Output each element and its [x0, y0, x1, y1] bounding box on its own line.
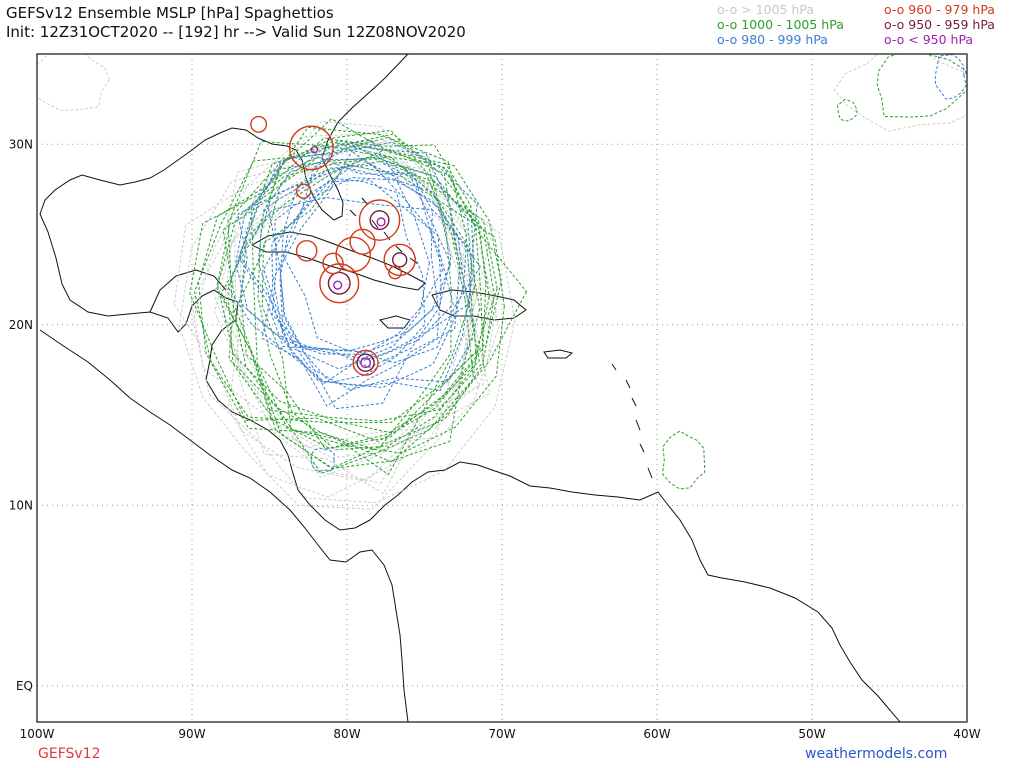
yucatan: [149, 269, 227, 313]
low-center-ring: [288, 125, 334, 171]
contour-line: [237, 156, 454, 361]
lat-tick-label: EQ: [16, 679, 33, 693]
contour-line: [261, 179, 442, 407]
contour-line: [235, 156, 452, 355]
longitude-labels: 100W 90W 80W 70W 60W 50W 40W: [20, 727, 981, 741]
site-label[interactable]: weathermodels.com: [805, 746, 948, 762]
lesser-antilles: [611, 363, 653, 479]
contour-line: [836, 98, 858, 122]
us-coastline: [39, 54, 409, 221]
chart-title: GEFSv12 Ensemble MSLP [hPa] Spaghettios …: [6, 4, 466, 42]
contour-line: [193, 136, 528, 463]
contour-line: [213, 146, 477, 450]
contour-line: [227, 154, 474, 498]
latitude-labels: 30N 20N 10N EQ: [9, 137, 33, 693]
ensemble-low-centers: [250, 115, 416, 376]
legend-entry-1000-1005: o-o 1000 - 1005 hPa: [717, 17, 844, 32]
coastlines: [39, 54, 901, 722]
low-center-ring: [349, 228, 376, 255]
low-center-ring: [319, 263, 360, 304]
mexico-gulf-coastline: [39, 213, 239, 381]
contour-line: [934, 54, 967, 100]
contour-line: [227, 144, 452, 451]
contour-line: [661, 430, 706, 490]
lat-tick-label: 30N: [9, 137, 33, 151]
low-center-ring: [356, 353, 375, 372]
contour-line: [250, 139, 476, 476]
low-center-ring: [358, 199, 401, 241]
contour-line: [227, 157, 475, 475]
contour-line: [189, 126, 478, 443]
contour-line: [235, 141, 481, 470]
contour-line: [220, 118, 484, 469]
low-center-ring: [392, 252, 408, 268]
ensemble-contours: [37, 54, 967, 510]
contour-line: [272, 145, 473, 392]
title-line-1: GEFSv12 Ensemble MSLP [hPa] Spaghettios: [6, 4, 334, 22]
contour-line: [216, 133, 487, 434]
contour-line: [310, 447, 335, 472]
jamaica: [379, 315, 411, 329]
legend-entry-950-959: o-o 950 - 959 hPa: [884, 17, 995, 32]
contour-line: [214, 158, 473, 484]
legend-right: o-o 960 - 979 hPa o-o 950 - 959 hPa o-o …: [884, 2, 995, 47]
low-center-ring: [360, 357, 371, 369]
graticule: [37, 54, 967, 722]
contour-line: [191, 140, 495, 449]
legend-entry-960-979: o-o 960 - 979 hPa: [884, 2, 995, 17]
low-center-ring: [295, 239, 318, 262]
contour-line: [279, 176, 477, 391]
contour-line: [282, 147, 439, 352]
contour-line: [261, 163, 505, 454]
low-center-ring: [388, 265, 402, 280]
contour-line: [178, 140, 500, 510]
legend-entry-980-999: o-o 980 - 999 hPa: [717, 32, 828, 47]
low-center-ring: [322, 252, 344, 275]
low-center-ring: [327, 271, 351, 295]
low-center-ring: [376, 217, 386, 227]
low-center-ring: [333, 280, 343, 290]
legend-entry-lt950: o-o < 950 hPa: [884, 32, 974, 47]
low-center-ring: [352, 349, 379, 376]
title-line-2: Init: 12Z31OCT2020 -- [192] hr --> Valid…: [6, 23, 466, 41]
lat-tick-label: 20N: [9, 318, 33, 332]
contour-line: [833, 54, 967, 132]
south-america-north-coastline: [369, 461, 901, 722]
map-frame: [36, 53, 968, 723]
pacific-coastline: [39, 329, 409, 722]
low-center-ring: [369, 210, 390, 231]
contour-line: [238, 139, 452, 368]
lon-tick-label: 70W: [488, 727, 515, 741]
low-center-ring: [295, 183, 312, 199]
contour-line: [37, 54, 110, 112]
low-center-ring: [383, 243, 416, 277]
low-center-ring: [250, 115, 268, 133]
contour-line: [257, 129, 490, 451]
bahamas: [349, 197, 419, 265]
lon-tick-label: 40W: [953, 727, 980, 741]
contour-line: [227, 196, 467, 389]
lat-tick-label: 10N: [9, 498, 33, 512]
lon-tick-label: 100W: [20, 727, 55, 741]
puerto-rico: [543, 349, 574, 359]
contour-line: [263, 164, 444, 353]
contour-line: [267, 142, 461, 410]
lon-tick-label: 80W: [333, 727, 360, 741]
lon-tick-label: 50W: [798, 727, 825, 741]
lon-tick-label: 90W: [178, 727, 205, 741]
contour-line: [192, 133, 516, 504]
contour-line: [876, 54, 967, 118]
legend-entry-gt1005: o-o > 1005 hPa: [717, 2, 815, 17]
contour-line: [234, 120, 473, 495]
lon-tick-label: 60W: [643, 727, 670, 741]
contour-line: [271, 167, 481, 364]
low-center-ring: [310, 145, 319, 154]
contour-line: [216, 156, 498, 449]
legend-left: o-o > 1005 hPa o-o 1000 - 1005 hPa o-o 9…: [717, 2, 844, 47]
contour-line: [239, 141, 478, 370]
model-label: GEFSv12: [38, 746, 101, 762]
